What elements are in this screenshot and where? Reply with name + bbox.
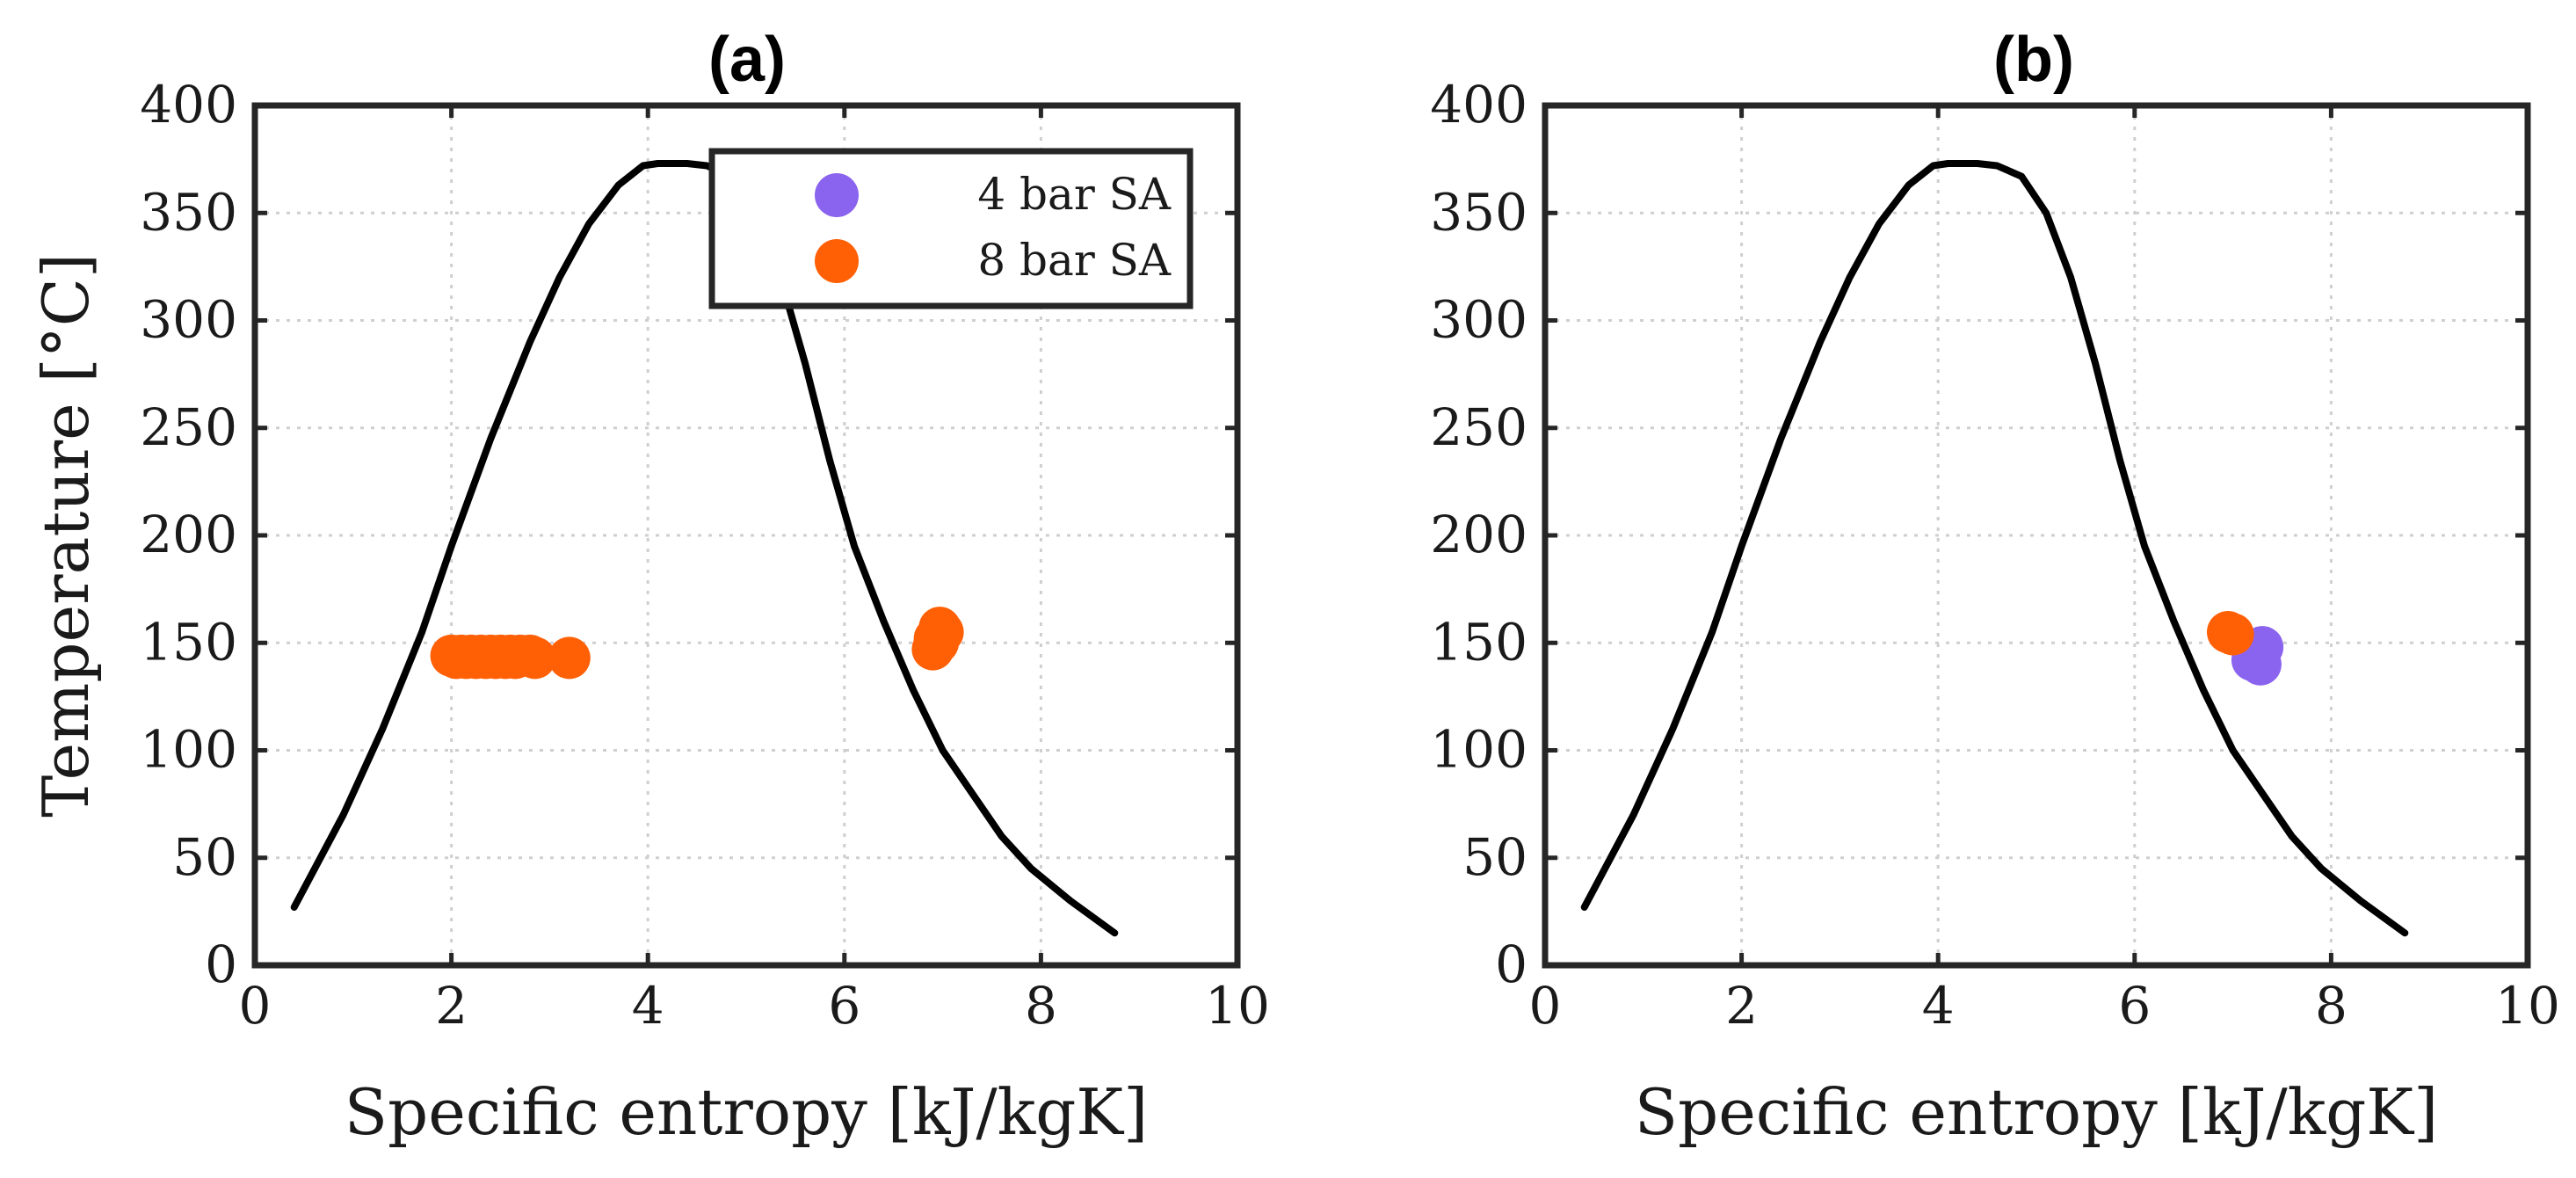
legend-marker-4-bar-sa — [815, 173, 859, 217]
x-tick-label: 0 — [239, 976, 272, 1036]
data-points — [430, 607, 964, 680]
y-tick-label: 350 — [140, 182, 237, 242]
y-tick-label: 400 — [140, 75, 237, 135]
x-tick-label: 4 — [632, 976, 664, 1036]
chart-title: (b) — [1993, 25, 2074, 95]
y-tick-label: 250 — [140, 397, 237, 457]
x-tick-label: 10 — [2495, 976, 2560, 1036]
y-tick-label: 100 — [1430, 720, 1527, 780]
point-8-bar-sa — [548, 636, 591, 680]
point-8-bar-sa — [513, 636, 556, 680]
saturation-curve-line — [1580, 160, 2409, 937]
x-tick-label: 8 — [1025, 976, 1057, 1036]
y-tick-label: 50 — [1462, 827, 1527, 887]
y-tick-label: 250 — [1430, 397, 1527, 457]
x-tick-label: 0 — [1529, 976, 1562, 1036]
y-axis-label: Temperature [°C] — [29, 253, 103, 818]
x-tick-label: 6 — [828, 976, 860, 1036]
grid — [1545, 105, 2528, 965]
y-tick-label: 100 — [140, 720, 237, 780]
saturation-curve — [1580, 160, 2409, 937]
x-tick-label: 4 — [1922, 976, 1955, 1036]
legend-label-4-bar-sa: 4 bar SA — [977, 169, 1172, 220]
saturation-curve — [290, 160, 1119, 937]
y-tick-label: 0 — [205, 934, 237, 994]
x-tick-label: 6 — [2118, 976, 2151, 1036]
saturation-curve-line — [290, 160, 1119, 937]
axes-frame — [251, 102, 1241, 969]
y-tick-label: 150 — [140, 612, 237, 672]
legend-label-8-bar-sa: 8 bar SA — [977, 235, 1172, 286]
y-tick-label: 400 — [1430, 75, 1527, 135]
y-tick-label: 200 — [140, 505, 237, 564]
x-axis-label: Specific entropy [kJ/kgK] — [1635, 1075, 2438, 1149]
x-tick-label: 2 — [435, 976, 468, 1036]
x-tick-label: 10 — [1205, 976, 1270, 1036]
x-axis-label: Specific entropy [kJ/kgK] — [345, 1075, 1148, 1149]
data-points — [2207, 611, 2284, 686]
legend-box — [708, 148, 1194, 309]
y-tick-label: 150 — [1430, 612, 1527, 672]
y-tick-label: 0 — [1495, 934, 1527, 994]
y-tick-label: 350 — [1430, 182, 1527, 242]
axes-frame — [1542, 102, 2531, 969]
legend: 4 bar SA 8 bar SA — [708, 148, 1194, 309]
y-tick-label: 300 — [140, 290, 237, 350]
point-8-bar-sa — [918, 607, 961, 650]
y-tick-label: 200 — [1430, 505, 1527, 564]
point-8-bar-sa — [2211, 613, 2254, 656]
x-tick-label: 8 — [2315, 976, 2347, 1036]
legend-marker-8-bar-sa — [815, 239, 859, 283]
y-tick-label: 50 — [172, 827, 237, 887]
y-tick-label: 300 — [1430, 290, 1527, 350]
chart-title: (a) — [708, 25, 786, 95]
x-tick-label: 2 — [1725, 976, 1758, 1036]
